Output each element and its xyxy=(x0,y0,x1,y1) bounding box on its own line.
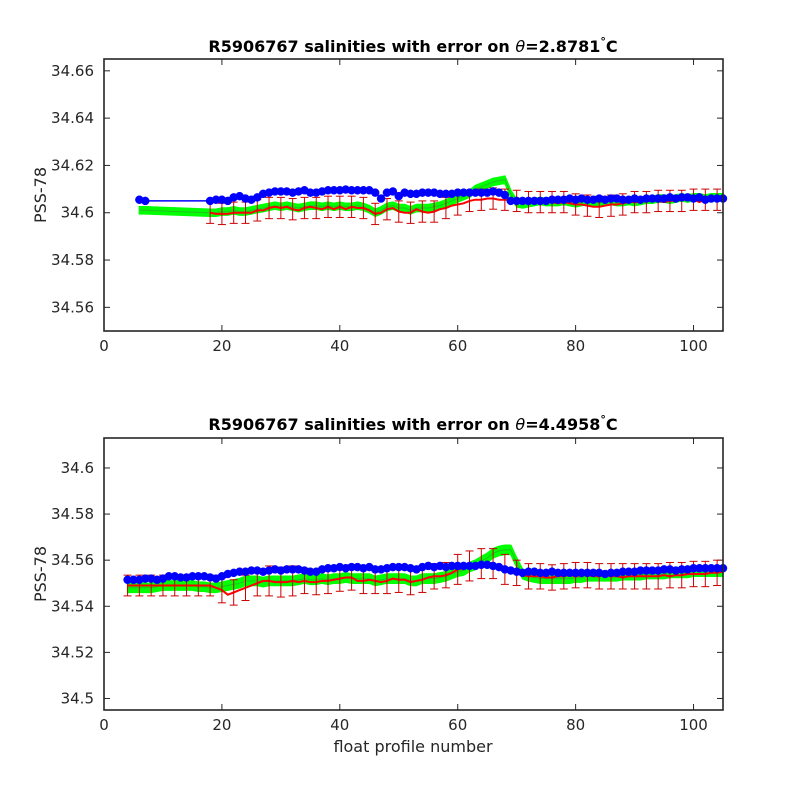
subplot-top-title: R5906767 salinities with error on θ=2.87… xyxy=(208,35,617,56)
red-line xyxy=(127,561,724,596)
error-bar xyxy=(359,196,368,220)
subplot-top: R5906767 salinities with error on θ=2.87… xyxy=(31,35,728,355)
y-tick-label: 34.56 xyxy=(51,298,94,316)
blue-marker xyxy=(388,187,398,196)
error-bar xyxy=(406,201,415,224)
subplot-top-ticks: 0 20 40 60 80 100 34.56 34.58 34.6 34.62 34.64 34.6… xyxy=(51,59,723,355)
x-tick-label: 60 xyxy=(448,716,467,734)
subplot-bottom-ylabel: PSS-78 xyxy=(31,546,50,602)
y-tick-label: 34.56 xyxy=(51,551,94,569)
x-tick-label: 0 xyxy=(99,337,109,355)
y-tick-label: 34.58 xyxy=(51,505,94,523)
error-bar xyxy=(430,200,439,223)
subplot-bottom-xlabel: float profile number xyxy=(333,737,493,756)
x-tick-label: 60 xyxy=(448,337,467,355)
x-tick-label: 40 xyxy=(330,716,349,734)
x-tick-label: 100 xyxy=(679,716,708,734)
y-tick-label: 34.62 xyxy=(51,156,94,174)
error-bar xyxy=(276,196,285,220)
x-tick-label: 0 xyxy=(99,716,109,734)
y-tick-label: 34.52 xyxy=(51,643,94,661)
y-tick-label: 34.66 xyxy=(51,62,94,80)
y-tick-label: 34.5 xyxy=(61,689,94,707)
y-tick-label: 34.6 xyxy=(61,459,94,477)
x-tick-label: 80 xyxy=(566,716,585,734)
error-bar xyxy=(288,198,297,221)
subplot-bottom: R5906767 salinities with error on θ=4.49… xyxy=(31,413,728,756)
error-bar xyxy=(229,579,238,606)
error-bar xyxy=(324,195,333,218)
error-bar xyxy=(371,202,380,226)
error-bar xyxy=(312,196,321,220)
subplot-top-axes-box xyxy=(103,58,724,332)
y-tick-label: 34.58 xyxy=(51,251,94,269)
subplot-top-ylabel: PSS-78 xyxy=(31,167,50,223)
y-tick-label: 34.64 xyxy=(51,109,94,127)
subplot-bottom-ticks: 0 20 40 60 80 100 34.5 34.52 34.54 34.56 34.58 34.6 xyxy=(51,438,723,734)
subplot-bottom-title: R5906767 salinities with error on θ=4.49… xyxy=(208,413,617,434)
x-tick-label: 40 xyxy=(330,337,349,355)
blue-marker xyxy=(376,194,386,203)
x-tick-label: 20 xyxy=(212,716,231,734)
y-tick-label: 34.6 xyxy=(61,204,94,222)
x-tick-label: 80 xyxy=(566,337,585,355)
error-bar xyxy=(394,200,403,223)
blue-marker xyxy=(370,188,380,197)
y-tick-label: 34.54 xyxy=(51,597,94,615)
blue-marker xyxy=(500,190,510,200)
error-bar xyxy=(335,195,344,218)
error-bar xyxy=(300,196,309,220)
x-tick-label: 100 xyxy=(679,337,708,355)
error-bar xyxy=(265,196,274,220)
blue-marker xyxy=(141,196,150,206)
x-tick-label: 20 xyxy=(212,337,231,355)
error-bar xyxy=(418,200,427,223)
error-bar xyxy=(347,195,356,218)
subplot-bottom-axes-box xyxy=(103,437,724,711)
